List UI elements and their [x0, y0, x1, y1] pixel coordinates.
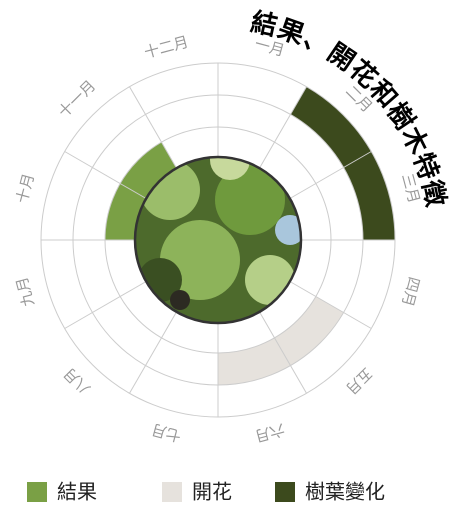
legend-label: 樹葉變化	[305, 480, 385, 504]
month-label: 七月	[150, 420, 184, 445]
legend-swatch	[27, 482, 47, 502]
month-label: 九月	[13, 275, 38, 309]
legend-swatch	[275, 482, 295, 502]
month-label: 八月	[60, 364, 94, 398]
legend-label: 開花	[192, 480, 232, 504]
layer-segment	[343, 151, 395, 240]
spoke	[259, 86, 307, 169]
tree-photo	[135, 157, 301, 323]
layer-segment	[218, 337, 291, 385]
spoke	[289, 151, 372, 199]
month-label: 四月	[398, 275, 423, 309]
spoke	[259, 311, 307, 394]
month-label: 十月	[13, 172, 38, 206]
layer-segment	[120, 142, 177, 199]
spoke	[289, 281, 372, 329]
month-label: 十二月	[142, 33, 190, 62]
photo-border	[133, 155, 303, 325]
spoke	[64, 151, 147, 199]
month-label: 五月	[342, 364, 376, 398]
layer-segment	[274, 296, 344, 366]
layer-segment	[290, 86, 372, 168]
month-label: 六月	[253, 420, 287, 445]
spoke	[129, 86, 177, 169]
legend-swatch	[162, 482, 182, 502]
spoke	[129, 311, 177, 394]
legend-label: 結果	[57, 480, 97, 504]
spoke	[64, 281, 147, 329]
